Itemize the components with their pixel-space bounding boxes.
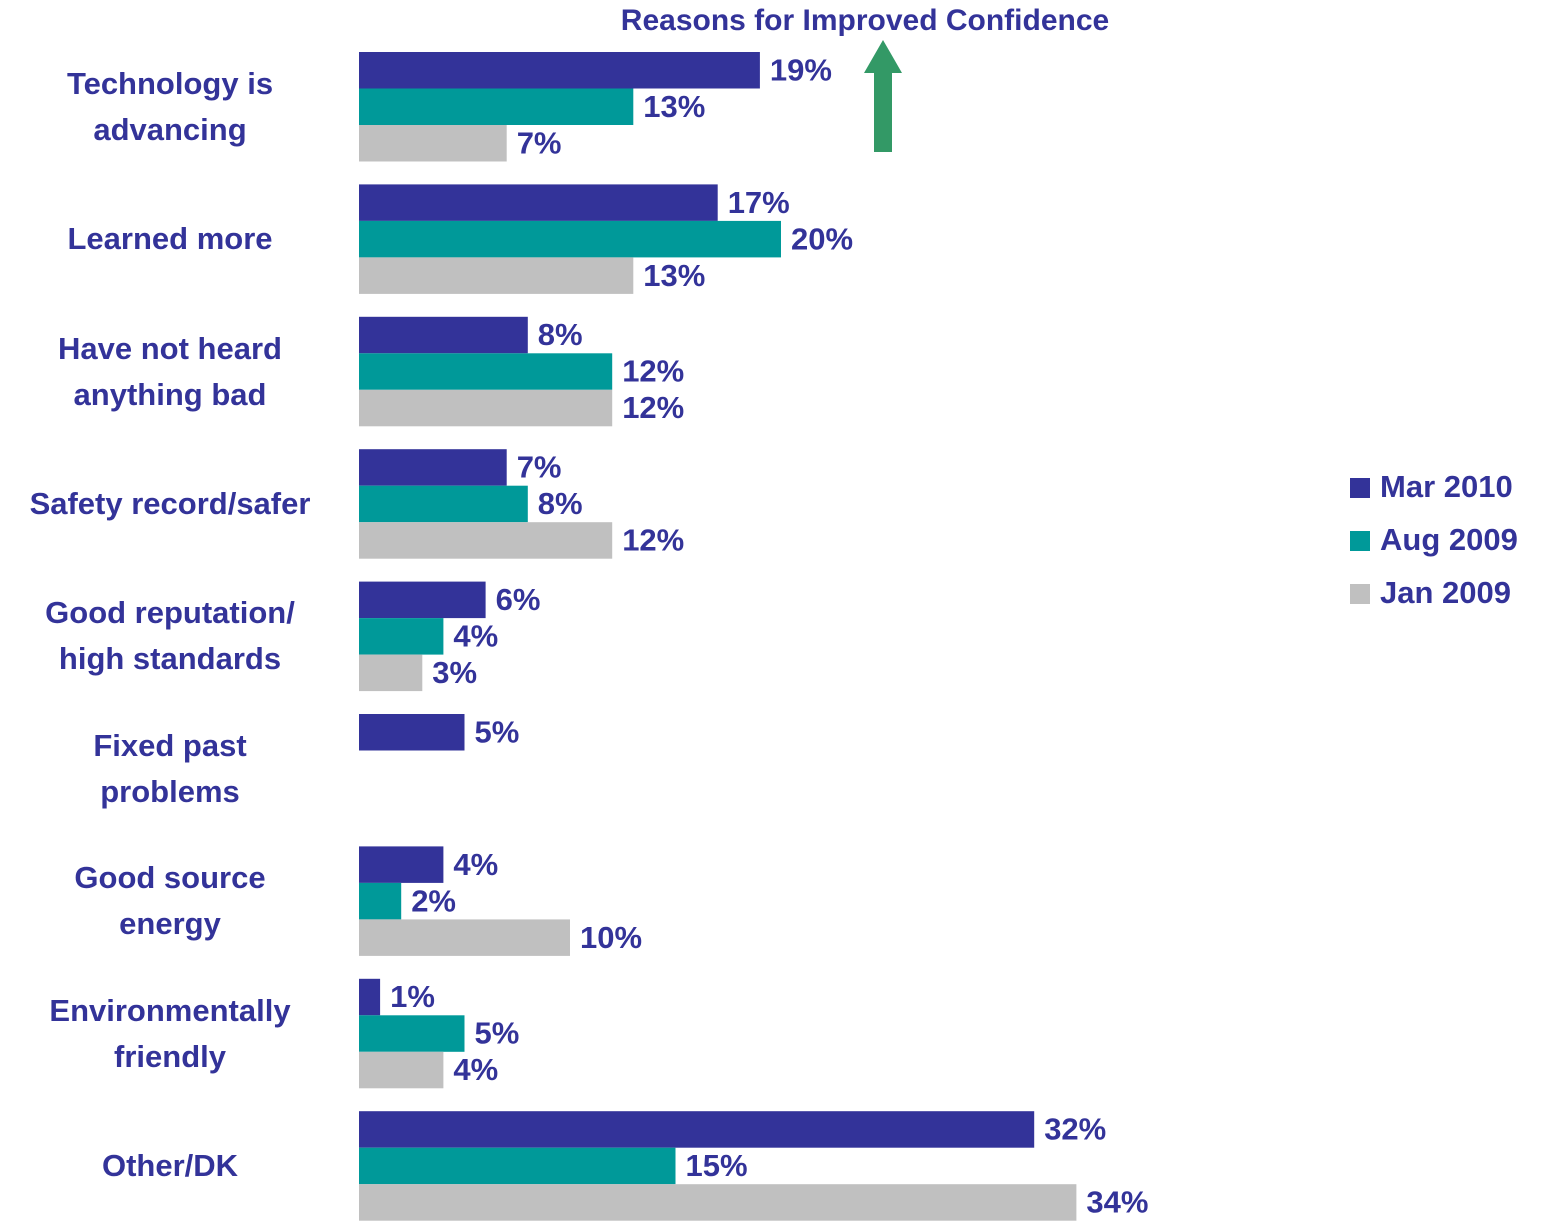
value-label: 2% — [411, 883, 456, 918]
category-label: Technology is advancing — [66, 65, 274, 147]
value-label: 20% — [791, 221, 853, 256]
bar — [359, 353, 613, 390]
bar — [359, 919, 570, 956]
legend-label: Mar 2010 — [1380, 469, 1513, 504]
value-label: 34% — [1086, 1185, 1148, 1220]
value-label: 17% — [728, 185, 790, 220]
legend-label: Aug 2009 — [1380, 522, 1518, 557]
value-label: 3% — [432, 655, 477, 690]
value-label: 4% — [453, 847, 498, 882]
bar — [359, 1184, 1077, 1221]
bar — [359, 618, 444, 655]
category-label: Good reputation/ high standards — [45, 595, 295, 677]
bar — [359, 125, 507, 162]
category-label: Safety record/safer — [29, 485, 311, 521]
value-label: 7% — [517, 125, 562, 160]
value-label: 8% — [538, 317, 583, 352]
value-label: 12% — [622, 390, 684, 425]
category-label: Fixed past problems — [93, 727, 247, 809]
legend-swatch — [1350, 584, 1370, 604]
chart-title: Reasons for Improved Confidence — [621, 4, 1109, 37]
bar — [359, 846, 444, 883]
value-label: 5% — [475, 1016, 520, 1051]
bar — [359, 52, 760, 89]
value-label: 4% — [453, 1052, 498, 1087]
bar — [359, 257, 634, 294]
value-label: 8% — [538, 486, 583, 521]
bar — [359, 1051, 444, 1089]
category-label: Other/DK — [101, 1147, 239, 1183]
value-label: 13% — [643, 89, 705, 124]
value-label: 12% — [622, 354, 684, 389]
bar — [359, 1111, 1035, 1148]
value-label: 12% — [622, 523, 684, 558]
bar — [359, 522, 613, 559]
value-label: 19% — [770, 52, 832, 87]
category-label: Good source energy — [74, 860, 266, 942]
value-label: 32% — [1044, 1112, 1106, 1147]
value-label: 15% — [686, 1148, 748, 1183]
category-label: Have not heard anything bad — [58, 330, 282, 412]
bar — [359, 88, 634, 125]
bar — [359, 1015, 465, 1052]
up-arrow — [864, 40, 902, 152]
bar — [359, 389, 613, 427]
value-label: 4% — [453, 619, 498, 654]
bar — [359, 1147, 676, 1185]
bar — [359, 316, 528, 354]
legend-label: Jan 2009 — [1380, 575, 1511, 610]
bar — [359, 449, 507, 486]
value-label: 6% — [496, 582, 541, 617]
category-label: Environmentally friendly — [49, 992, 291, 1074]
legend-swatch — [1350, 478, 1370, 498]
bar — [359, 714, 465, 751]
value-label: 10% — [580, 920, 642, 955]
value-label: 13% — [643, 258, 705, 293]
value-label: 1% — [390, 979, 435, 1014]
bar — [359, 485, 528, 523]
bar — [359, 220, 781, 258]
bar — [359, 184, 718, 221]
value-label: 5% — [475, 714, 520, 749]
bar — [359, 882, 402, 920]
bar — [359, 978, 381, 1016]
legend-swatch — [1350, 531, 1370, 551]
bar — [359, 581, 486, 619]
category-label: Learned more — [67, 221, 273, 257]
value-label: 7% — [517, 450, 562, 485]
bar — [359, 654, 423, 692]
